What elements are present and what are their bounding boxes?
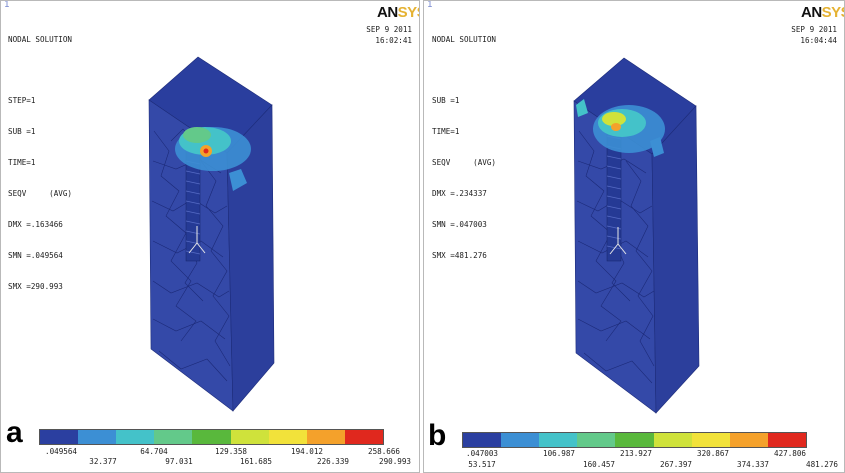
- legend-value: 213.927: [619, 449, 653, 458]
- info-line: SMX =481.276: [432, 250, 487, 260]
- legend-value: 64.704: [140, 447, 168, 456]
- info-line: SMN =.049564: [8, 250, 63, 260]
- timestamp: SEP 9 2011 16:04:44: [767, 25, 837, 46]
- info-line: SEQV (AVG): [432, 158, 497, 168]
- legend-swatch: [192, 430, 231, 444]
- legend-swatch: [691, 433, 730, 447]
- window-index: 1: [4, 0, 10, 10]
- info-line: DMX =.163466: [8, 219, 63, 229]
- legend-value: 481.276: [805, 460, 839, 469]
- legend-value: .049564: [44, 447, 78, 456]
- legend-swatch: [230, 430, 269, 444]
- mesh-fracture-lines: [151, 128, 231, 382]
- solution-info: NODAL SOLUTION STEP=1 SUB =1 TIME=1 SEQV…: [8, 14, 72, 313]
- legend-swatch: [116, 430, 155, 444]
- legend-swatch: [729, 433, 768, 447]
- legend-value: 32.377: [89, 457, 117, 466]
- coordinate-triad: [188, 226, 206, 254]
- stress-zone-edge: [650, 137, 664, 157]
- legend-swatch: [615, 433, 654, 447]
- legend-value: 194.012: [290, 447, 324, 456]
- stress-zone-peak: [611, 123, 621, 131]
- legend-swatch: [154, 430, 193, 444]
- stress-contour-model: [573, 57, 700, 414]
- legend-swatch: [306, 430, 345, 444]
- info-line: NODAL SOLUTION: [432, 34, 497, 44]
- info-line: STEP=1: [8, 96, 36, 106]
- legend-value: 106.987: [542, 449, 576, 458]
- solution-info: NODAL SOLUTION SUB =1 TIME=1 SEQV (AVG) …: [432, 14, 496, 282]
- info-line: SUB =1: [8, 127, 36, 137]
- panel-label: b: [428, 419, 447, 452]
- legend-value: 129.358: [214, 447, 248, 456]
- legend-value: 160.457: [582, 460, 616, 469]
- legend-swatch: [268, 430, 307, 444]
- date-label: SEP 9 2011: [366, 25, 412, 34]
- legend-value: 267.397: [659, 460, 693, 469]
- legend-value: 290.993: [378, 457, 412, 466]
- stress-zone-high: [183, 127, 211, 143]
- info-line: TIME=1: [8, 158, 36, 168]
- stress-max-point: [203, 148, 209, 154]
- legend-swatch: [653, 433, 692, 447]
- date-label: SEP 9 2011: [791, 25, 837, 34]
- info-line: SEQV (AVG): [8, 189, 73, 199]
- stress-zone-edge: [576, 99, 588, 117]
- legend-value: 97.031: [165, 457, 193, 466]
- info-line: TIME=1: [432, 127, 460, 137]
- stress-zone-high: [602, 112, 626, 126]
- info-line: DMX =.234337: [432, 189, 487, 199]
- legend-swatch: [78, 430, 117, 444]
- legend-value: 226.339: [316, 457, 350, 466]
- legend-value: 427.806: [773, 449, 807, 458]
- legend-value: 161.685: [239, 457, 273, 466]
- result-panel-b: 1 NODAL SOLUTION SUB =1 TIME=1 SEQV (AVG…: [423, 0, 845, 473]
- legend-value: 53.517: [468, 460, 496, 469]
- legend-swatch: [539, 433, 578, 447]
- info-line: SMX =290.993: [8, 281, 63, 291]
- legend-swatch: [40, 430, 79, 444]
- stress-zone-edge: [229, 169, 247, 191]
- color-legend: [462, 432, 807, 448]
- color-legend: [39, 429, 384, 445]
- info-line: NODAL SOLUTION: [8, 34, 73, 44]
- timestamp: SEP 9 2011 16:02:41: [342, 25, 412, 46]
- result-panel-a: 1 NODAL SOLUTION STEP=1 SUB =1 TIME=1 SE…: [0, 0, 420, 473]
- block-right-face: [651, 105, 700, 414]
- info-line: SMN =.047003: [432, 219, 487, 229]
- legend-value: .047003: [465, 449, 499, 458]
- panel-label: a: [6, 416, 23, 449]
- legend-value: 374.337: [736, 460, 770, 469]
- coordinate-triad: [609, 227, 627, 255]
- legend-value: 320.867: [696, 449, 730, 458]
- mesh-fracture-lines: [576, 130, 655, 384]
- info-line: SUB =1: [432, 96, 460, 106]
- legend-swatch: [463, 433, 502, 447]
- time-label: 16:04:44: [800, 35, 837, 45]
- legend-swatch: [344, 430, 383, 444]
- legend-swatch: [577, 433, 616, 447]
- window-index: 1: [427, 0, 433, 10]
- time-label: 16:02:41: [375, 35, 412, 45]
- legend-swatch: [767, 433, 806, 447]
- legend-swatch: [501, 433, 540, 447]
- stress-contour-model: [148, 56, 275, 412]
- legend-value: 258.666: [367, 447, 401, 456]
